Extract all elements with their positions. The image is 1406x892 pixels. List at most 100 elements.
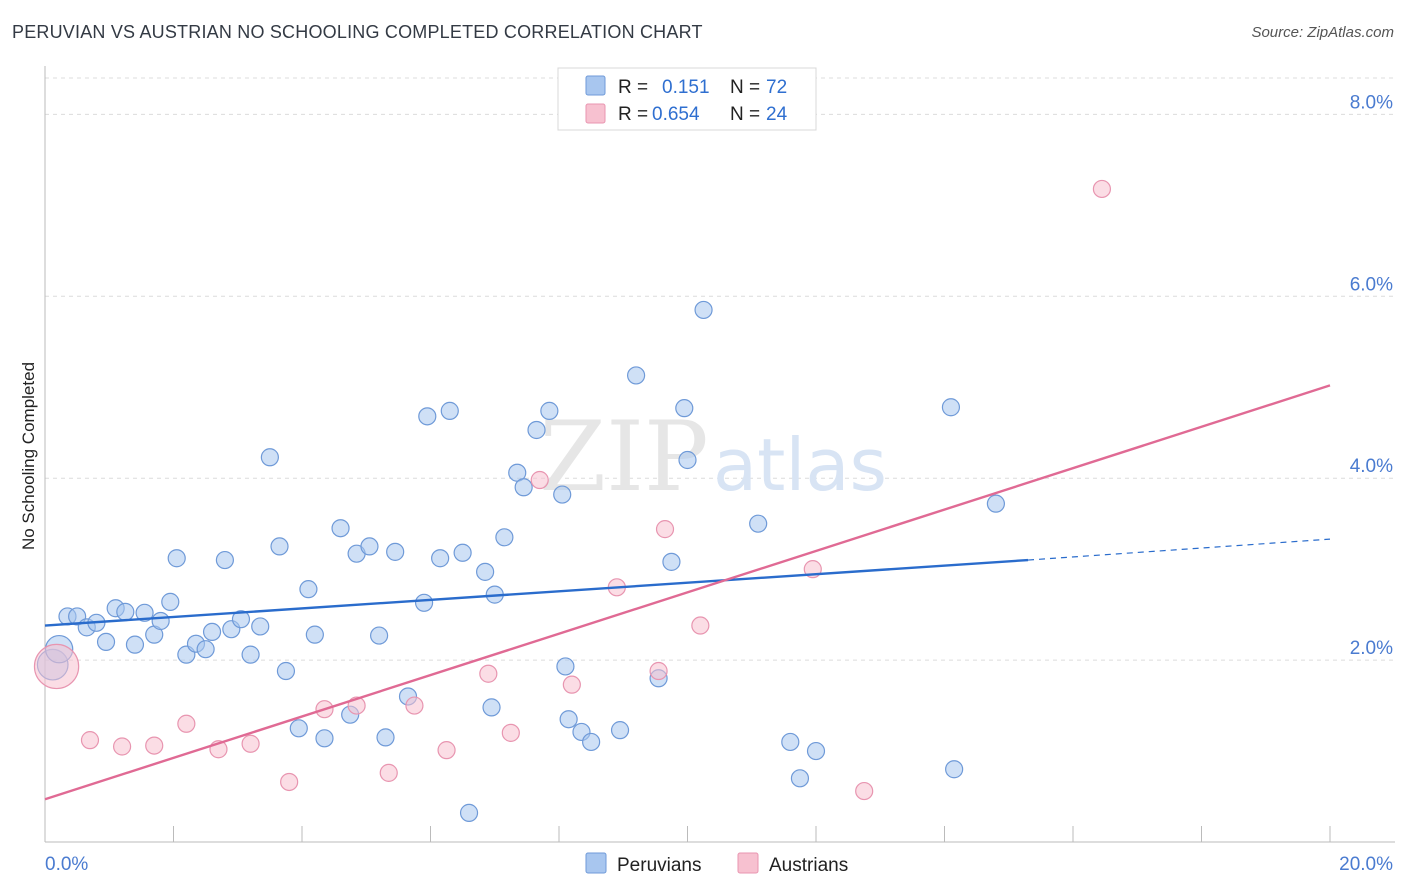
point-peruvians xyxy=(299,580,318,599)
point-austrians xyxy=(280,772,299,792)
legend-box: R = 0.151 N = 72 R = 0.654 N = 24 xyxy=(557,67,817,131)
point-peruvians xyxy=(386,542,405,561)
point-peruvians xyxy=(260,448,279,467)
legend-r-label: R = xyxy=(618,104,648,125)
point-peruvians xyxy=(331,519,350,538)
point-austrians xyxy=(145,736,164,755)
point-austrians xyxy=(437,741,456,760)
point-peruvians xyxy=(276,661,296,681)
point-peruvians xyxy=(514,478,533,497)
point-peruvians xyxy=(781,732,800,752)
legend-swatch-austrians xyxy=(585,103,606,124)
trend-lines xyxy=(44,384,1331,801)
point-peruvians xyxy=(270,537,289,556)
point-peruvians xyxy=(945,760,964,779)
bottom-legend-swatch-peruvians xyxy=(585,852,607,874)
point-austrians xyxy=(379,763,398,782)
point-austrians xyxy=(241,734,260,753)
point-peruvians xyxy=(96,632,116,652)
point-peruvians xyxy=(678,450,697,470)
point-peruvians xyxy=(482,698,501,717)
point-peruvians xyxy=(556,657,575,676)
point-peruvians xyxy=(251,617,270,636)
point-austrians xyxy=(562,675,581,694)
point-austrians xyxy=(112,737,132,756)
point-peruvians xyxy=(116,602,135,621)
legend-r-value: 0.151 xyxy=(662,77,710,98)
point-peruvians xyxy=(749,514,768,533)
point-austrians xyxy=(655,520,675,539)
point-austrians xyxy=(33,643,80,690)
point-peruvians xyxy=(790,769,810,788)
point-peruvians xyxy=(694,300,713,320)
chart-title: PERUVIAN VS AUSTRIAN NO SCHOOLING COMPLE… xyxy=(12,22,703,42)
point-peruvians xyxy=(495,528,514,547)
point-peruvians xyxy=(559,710,578,729)
point-austrians xyxy=(405,696,424,715)
tick-labels: 2.0% 4.0% 6.0% 8.0% 0.0% 20.0% xyxy=(45,92,1393,875)
y-tick-label: 4.0% xyxy=(1350,456,1393,477)
x-tick-label-left: 0.0% xyxy=(45,854,88,875)
point-peruvians xyxy=(527,420,546,440)
point-peruvians xyxy=(453,543,472,562)
point-peruvians xyxy=(289,719,308,738)
point-austrians xyxy=(501,723,520,742)
point-austrians xyxy=(80,731,100,750)
point-austrians xyxy=(691,616,710,635)
y-tick-label: 6.0% xyxy=(1350,274,1393,295)
point-peruvians xyxy=(360,537,379,556)
point-peruvians xyxy=(440,401,459,420)
point-peruvians xyxy=(418,407,437,426)
trend-line-peruvians xyxy=(44,558,1029,627)
point-peruvians xyxy=(476,562,495,581)
point-peruvians xyxy=(582,732,601,752)
axes xyxy=(44,66,1395,843)
bottom-legend-peruvians: Peruvians xyxy=(617,855,702,876)
trend-extension-peruvians xyxy=(1027,538,1331,561)
point-austrians xyxy=(177,714,196,733)
point-peruvians xyxy=(161,592,180,611)
legend-r-label: R = xyxy=(618,77,648,98)
point-peruvians xyxy=(125,635,145,654)
legend-n-label: N = xyxy=(730,104,760,125)
point-austrians xyxy=(649,661,668,681)
point-peruvians xyxy=(231,610,251,629)
source-label: Source: ZipAtlas.com xyxy=(1251,24,1394,41)
watermark-atlas: atlas xyxy=(713,423,887,507)
point-peruvians xyxy=(305,625,324,644)
point-peruvians xyxy=(315,729,334,748)
data-points xyxy=(33,179,1112,822)
point-austrians xyxy=(479,664,498,683)
point-peruvians xyxy=(626,366,646,385)
point-peruvians xyxy=(553,485,572,504)
point-peruvians xyxy=(151,611,170,631)
point-peruvians xyxy=(431,549,450,568)
grid-lines xyxy=(45,77,1395,661)
point-austrians xyxy=(530,470,549,490)
point-peruvians xyxy=(414,593,434,612)
point-peruvians xyxy=(202,622,222,642)
point-austrians xyxy=(1092,179,1112,199)
point-peruvians xyxy=(662,552,681,571)
bottom-legend-swatch-austrians xyxy=(737,852,759,874)
point-peruvians xyxy=(241,645,260,664)
point-austrians xyxy=(855,781,874,801)
y-tick-label: 2.0% xyxy=(1350,638,1393,659)
legend-r-value: 0.654 xyxy=(652,104,700,125)
y-axis-label: No Schooling Completed xyxy=(19,362,38,550)
point-peruvians xyxy=(806,741,826,761)
point-peruvians xyxy=(941,398,961,417)
legend-n-label: N = xyxy=(730,77,760,98)
legend-n-value: 24 xyxy=(766,104,788,125)
point-peruvians xyxy=(986,494,1006,513)
point-peruvians xyxy=(376,728,395,747)
point-peruvians xyxy=(167,549,186,568)
legend-n-value: 72 xyxy=(766,77,787,98)
y-tick-label: 8.0% xyxy=(1350,92,1393,113)
point-peruvians xyxy=(675,399,694,418)
point-peruvians xyxy=(370,626,389,645)
point-peruvians xyxy=(459,803,479,822)
watermark: ZIP atlas xyxy=(539,401,887,513)
point-peruvians xyxy=(215,550,234,570)
